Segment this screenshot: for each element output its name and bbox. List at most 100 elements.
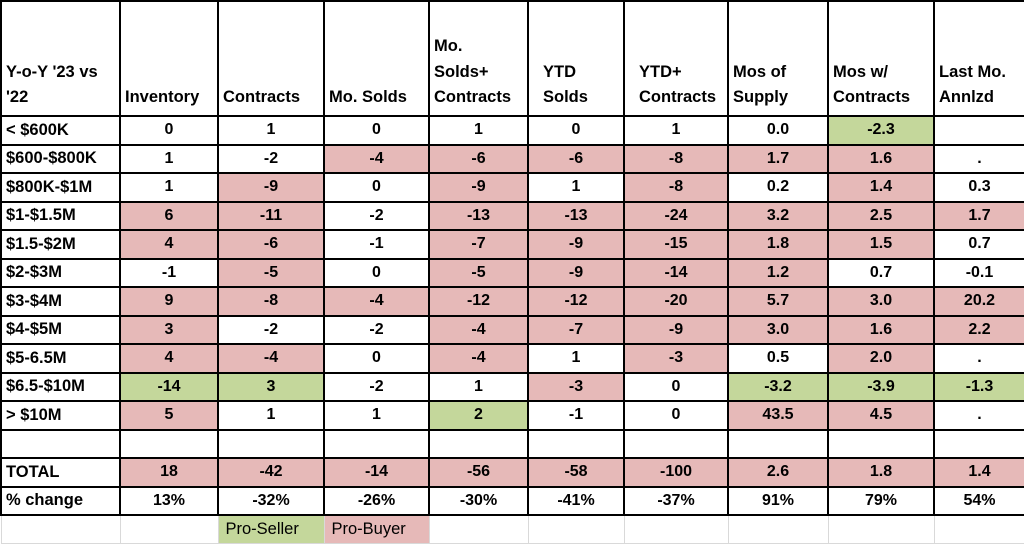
corner-header[interactable]: Y-o-Y '23 vs '22: [0, 0, 121, 117]
column-header[interactable]: YTD+ Contracts: [623, 0, 729, 117]
table-cell[interactable]: -6: [527, 143, 625, 174]
table-cell[interactable]: 54%: [933, 485, 1024, 516]
row-header[interactable]: $4-$5M: [0, 314, 121, 345]
table-cell[interactable]: -7: [428, 229, 529, 260]
table-cell[interactable]: -41%: [527, 485, 625, 516]
table-cell[interactable]: 1: [217, 400, 325, 431]
table-cell[interactable]: -4: [323, 143, 430, 174]
legend-cell[interactable]: [527, 514, 625, 544]
table-cell[interactable]: -4: [428, 314, 529, 345]
table-cell[interactable]: -37%: [623, 485, 729, 516]
table-cell[interactable]: -2: [217, 314, 325, 345]
table-cell[interactable]: 1: [527, 343, 625, 374]
table-cell[interactable]: 3.0: [727, 314, 829, 345]
table-cell[interactable]: -11: [217, 200, 325, 231]
table-cell[interactable]: -3.9: [827, 371, 935, 402]
legend-cell[interactable]: [827, 514, 935, 544]
table-cell[interactable]: -3.2: [727, 371, 829, 402]
column-header[interactable]: Mos w/ Contracts: [827, 0, 935, 117]
table-cell[interactable]: -2: [217, 143, 325, 174]
table-cell[interactable]: -24: [623, 200, 729, 231]
table-cell[interactable]: [827, 428, 935, 459]
table-cell[interactable]: -8: [217, 286, 325, 317]
table-cell[interactable]: 4.5: [827, 400, 935, 431]
table-cell[interactable]: -1: [527, 400, 625, 431]
legend-pro-seller[interactable]: Pro-Seller: [217, 514, 325, 544]
table-cell[interactable]: [933, 115, 1024, 146]
table-cell[interactable]: 0: [527, 115, 625, 146]
table-cell[interactable]: -58: [527, 457, 625, 488]
legend-cell[interactable]: [727, 514, 829, 544]
column-header[interactable]: Contracts: [217, 0, 325, 117]
table-cell[interactable]: 79%: [827, 485, 935, 516]
table-cell[interactable]: 0.5: [727, 343, 829, 374]
table-cell[interactable]: 0.2: [727, 172, 829, 203]
table-cell[interactable]: -30%: [428, 485, 529, 516]
table-cell[interactable]: 20.2: [933, 286, 1024, 317]
table-cell[interactable]: -4: [217, 343, 325, 374]
table-cell[interactable]: 1.6: [827, 314, 935, 345]
table-cell[interactable]: -6: [428, 143, 529, 174]
table-cell[interactable]: -5: [428, 257, 529, 288]
table-cell[interactable]: 1: [217, 115, 325, 146]
table-cell[interactable]: [119, 428, 219, 459]
table-cell[interactable]: 0.7: [933, 229, 1024, 260]
table-cell[interactable]: -0.1: [933, 257, 1024, 288]
table-cell[interactable]: -100: [623, 457, 729, 488]
table-cell[interactable]: 1: [428, 115, 529, 146]
table-cell[interactable]: 0: [623, 371, 729, 402]
table-cell[interactable]: 2.6: [727, 457, 829, 488]
table-cell[interactable]: -42: [217, 457, 325, 488]
table-cell[interactable]: -13: [527, 200, 625, 231]
table-cell[interactable]: -12: [527, 286, 625, 317]
column-header[interactable]: Mos of Supply: [727, 0, 829, 117]
table-cell[interactable]: 2.5: [827, 200, 935, 231]
table-cell[interactable]: -13: [428, 200, 529, 231]
row-header[interactable]: % change: [0, 485, 121, 516]
table-cell[interactable]: -12: [428, 286, 529, 317]
table-cell[interactable]: 1.4: [933, 457, 1024, 488]
table-cell[interactable]: 3: [119, 314, 219, 345]
table-cell[interactable]: -2.3: [827, 115, 935, 146]
table-cell[interactable]: -8: [623, 143, 729, 174]
table-cell[interactable]: -9: [623, 314, 729, 345]
table-cell[interactable]: -9: [217, 172, 325, 203]
table-cell[interactable]: 5.7: [727, 286, 829, 317]
row-header[interactable]: [0, 428, 121, 459]
table-cell[interactable]: 0: [323, 343, 430, 374]
column-header[interactable]: Inventory: [119, 0, 219, 117]
table-cell[interactable]: -56: [428, 457, 529, 488]
table-cell[interactable]: -6: [217, 229, 325, 260]
legend-cell[interactable]: [428, 514, 529, 544]
table-cell[interactable]: [623, 428, 729, 459]
table-cell[interactable]: [933, 428, 1024, 459]
table-cell[interactable]: 13%: [119, 485, 219, 516]
table-cell[interactable]: 0: [623, 400, 729, 431]
table-cell[interactable]: 9: [119, 286, 219, 317]
table-cell[interactable]: -14: [623, 257, 729, 288]
table-cell[interactable]: [428, 428, 529, 459]
row-header[interactable]: $1.5-$2M: [0, 229, 121, 260]
row-header[interactable]: [0, 514, 121, 544]
table-cell[interactable]: [217, 428, 325, 459]
table-cell[interactable]: -5: [217, 257, 325, 288]
table-cell[interactable]: 0.0: [727, 115, 829, 146]
table-cell[interactable]: 1.7: [727, 143, 829, 174]
table-cell[interactable]: -8: [623, 172, 729, 203]
column-header[interactable]: Last Mo. Annlzd: [933, 0, 1024, 117]
row-header[interactable]: TOTAL: [0, 457, 121, 488]
row-header[interactable]: $800K-$1M: [0, 172, 121, 203]
table-cell[interactable]: 4: [119, 343, 219, 374]
table-cell[interactable]: -3: [623, 343, 729, 374]
table-cell[interactable]: -7: [527, 314, 625, 345]
row-header[interactable]: $2-$3M: [0, 257, 121, 288]
table-cell[interactable]: [527, 428, 625, 459]
table-cell[interactable]: 43.5: [727, 400, 829, 431]
table-cell[interactable]: .: [933, 400, 1024, 431]
table-cell[interactable]: -2: [323, 314, 430, 345]
table-cell[interactable]: 1.5: [827, 229, 935, 260]
table-cell[interactable]: -4: [323, 286, 430, 317]
table-cell[interactable]: 1.8: [727, 229, 829, 260]
table-cell[interactable]: [323, 428, 430, 459]
table-cell[interactable]: -2: [323, 371, 430, 402]
